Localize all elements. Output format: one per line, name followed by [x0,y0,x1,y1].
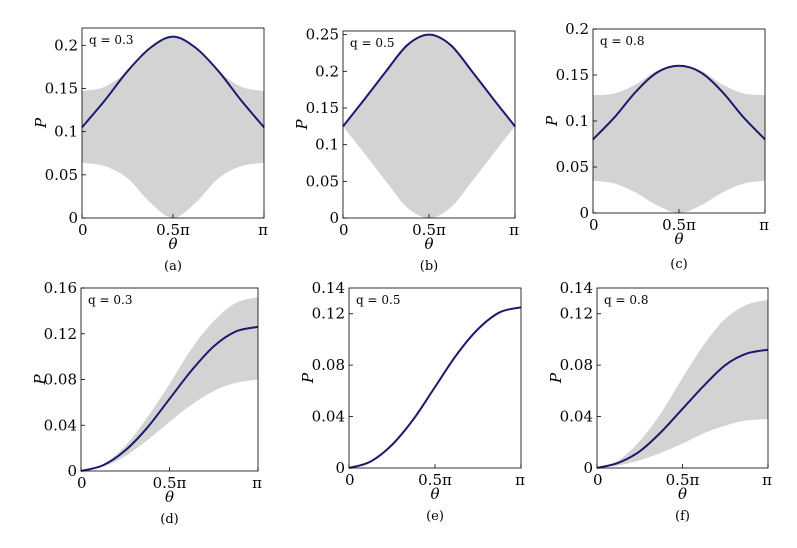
q-annotation: q = 0.8 [600,34,644,48]
y-tick-label: 0 [67,462,77,480]
y-tick-label: 0.08 [560,356,593,374]
y-tick-label: 0.15 [306,99,339,117]
x-tick-label: π [515,471,525,489]
series-line [348,306,522,469]
y-tick-label: 0 [579,204,589,222]
panel-caption: (b) [420,259,438,274]
y-tick-label: 0.04 [312,408,345,426]
x-tick-label: 0 [345,471,355,489]
y-tick-label: 0.2 [565,20,589,38]
q-annotation: q = 0.3 [89,33,133,47]
panel-caption: (d) [160,512,178,527]
x-tick-label: 0 [77,474,87,492]
series-line [596,348,769,469]
chart-panel-e: 0 0.5π π 0 0.04 0.08 0.12 0.14 θ Pq = 0.5 (e) [299,279,525,524]
y-tick-label: 0 [335,459,345,477]
y-tick-label: 0.15 [556,66,589,84]
x-tick-label: 0 [78,221,88,239]
y-tick-label: 0.1 [54,123,78,141]
chart-panel-b: 0 0.5π π 0 0.05 0.1 0.15 0.2 0.25 θ Pq = 0.5 (b) [293,26,519,274]
y-tick-label: 0.2 [54,36,78,54]
x-tick-label: 0 [589,216,599,234]
y-tick-label: 0.04 [44,416,77,434]
chart-panel-a: 0 0.5π π 0 0.05 0.1 0.15 0.2 θ Pq = 0.3 (a) [32,27,268,274]
chart-panel-d: 0 0.5π π 0 0.04 0.08 0.12 0.16 θ Pq = 0.3 (d) [31,279,262,527]
y-tick-label: 0.04 [560,408,593,426]
y-tick-label: 0 [329,209,339,227]
q-annotation: q = 0.5 [356,293,400,307]
uncertainty-band [597,299,768,468]
y-tick-label: 0.15 [45,79,78,97]
x-axis-label: θ [168,235,177,253]
x-tick-label: π [759,216,769,234]
series-line [592,64,766,141]
x-tick-label: π [762,471,772,489]
chart-panel-f: 0 0.5π π 0 0.04 0.08 0.12 0.14 θ Pq = 0.8 (f) [547,279,772,524]
uncertainty-band [593,65,765,213]
x-tick-label: π [509,221,519,239]
y-tick-label: 0.12 [44,325,77,343]
y-tick-label: 0.05 [556,158,589,176]
x-axis-label: θ [674,230,683,248]
y-tick-label: 0 [68,209,78,227]
y-axis-label: P [299,372,317,384]
y-tick-label: 0.05 [306,172,339,190]
y-tick-label: 0.08 [44,371,77,389]
x-tick-label: 0.5π [412,221,446,239]
chart-panel-c: 0 0.5π π 0 0.05 0.1 0.15 0.2 θ Pq = 0.8 (c) [543,20,769,272]
x-tick-label: 0 [339,221,349,239]
x-tick-label: 0.5π [666,471,700,489]
x-axis-label: θ [165,488,174,506]
uncertainty-band [343,34,515,218]
q-annotation: q = 0.3 [88,293,132,307]
y-axis-label: P [547,372,565,384]
x-axis-label: θ [430,485,439,503]
panel-caption: (e) [426,509,444,524]
y-tick-label: 0.25 [306,26,339,44]
y-tick-label: 0.12 [560,305,593,323]
uncertainty-band [82,36,264,218]
y-axis-label: P [293,119,311,131]
q-annotation: q = 0.5 [350,36,394,50]
x-tick-label: 0.5π [662,216,696,234]
y-tick-label: 0.05 [45,166,78,184]
x-axis-label: θ [424,235,433,253]
y-tick-label: 0.14 [312,279,345,297]
y-axis-label: P [543,115,561,127]
y-tick-label: 0.1 [315,136,339,154]
y-tick-label: 0.1 [565,112,589,130]
x-tick-label: 0.5π [153,474,187,492]
panel-caption: (c) [670,257,687,272]
y-tick-label: 0 [583,459,593,477]
y-tick-label: 0.14 [560,279,593,297]
x-tick-label: π [258,221,268,239]
y-tick-label: 0.12 [312,305,345,323]
x-axis-label: θ [678,485,687,503]
panel-caption: (f) [675,509,690,524]
x-tick-label: 0.5π [418,471,452,489]
q-annotation: q = 0.8 [604,293,648,307]
uncertainty-band [81,297,258,471]
x-tick-label: 0 [593,471,603,489]
series-line [342,33,516,127]
x-tick-label: π [252,474,262,492]
series-line [80,325,259,472]
y-tick-label: 0.16 [44,279,77,297]
y-tick-label: 0.08 [312,356,345,374]
series-line [81,35,265,128]
x-tick-label: 0.5π [156,221,190,239]
y-axis-label: P [32,117,50,129]
panel-caption: (a) [164,259,182,274]
y-tick-label: 0.2 [315,62,339,80]
y-axis-label: P [31,374,49,386]
